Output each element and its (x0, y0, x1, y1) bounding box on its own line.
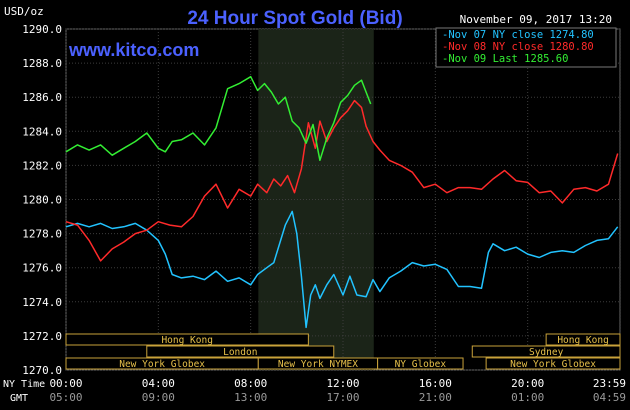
x-tick-label-ny: 04:00 (142, 377, 175, 390)
session-label: New York NYMEX (278, 359, 358, 370)
x-tick-label-gmt: 21:00 (419, 391, 452, 404)
session-label: New York Globex (119, 359, 205, 370)
x-tick-label-ny: 23:59 (593, 377, 626, 390)
x-tick-label-ny: 16:00 (419, 377, 452, 390)
series-line-2 (65, 99, 619, 262)
x-tick-label-gmt: 04:59 (593, 391, 626, 404)
y-tick-label: 1280.0 (22, 194, 62, 207)
y-tick-label: 1290.0 (22, 23, 62, 36)
x-tick-label-ny: 12:00 (326, 377, 359, 390)
x-tick-label-gmt: 13:00 (234, 391, 267, 404)
y-tick-label: 1278.0 (22, 228, 62, 241)
y-tick-label: 1272.0 (22, 330, 62, 343)
x-tick-label-ny: 20:00 (511, 377, 544, 390)
session-bar (377, 357, 464, 370)
session-shade (258, 29, 374, 370)
session-label: London (223, 347, 257, 358)
legend-box (435, 27, 617, 68)
legend-entry-3: -Nov 09 Last 1285.60 (442, 53, 568, 65)
session-bar (65, 333, 309, 346)
y-tick-label: 1270.0 (22, 364, 62, 377)
series-line-1 (65, 210, 619, 329)
website-label: www.kitco.com (68, 40, 199, 60)
legend-entry-1: -Nov 07 NY close 1274.80 (442, 29, 594, 41)
x-tick-label-gmt: 05:00 (49, 391, 82, 404)
chart-title: 24 Hour Spot Gold (Bid) (187, 8, 402, 29)
y-tick-label: 1286.0 (22, 91, 62, 104)
session-label: Sydney (529, 347, 564, 358)
session-label: Hong Kong (161, 335, 212, 346)
gmt-row-label: GMT (10, 393, 28, 404)
session-bar (146, 345, 335, 358)
x-tick-label-gmt: 09:00 (142, 391, 175, 404)
session-bar (545, 333, 621, 346)
y-tick-label: 1282.0 (22, 159, 62, 172)
session-bar (485, 357, 621, 370)
session-label: New York Globex (510, 359, 596, 370)
session-label: Hong Kong (557, 335, 608, 346)
ny-time-row-label: NY Time (3, 379, 45, 390)
x-tick-label-gmt: 01:00 (511, 391, 544, 404)
y-tick-label: 1274.0 (22, 296, 62, 309)
y-axis-label: USD/oz (4, 5, 44, 18)
x-tick-label-gmt: 17:00 (326, 391, 359, 404)
legend-entry-2: -Nov 08 NY close 1280.80 (442, 41, 594, 53)
x-tick-label-ny: 00:00 (49, 377, 82, 390)
date-label: November 09, 2017 13:20 (460, 13, 612, 26)
session-label: NY Globex (395, 359, 447, 370)
y-tick-label: 1288.0 (22, 57, 62, 70)
series-line-3 (65, 75, 372, 162)
session-bar (471, 345, 621, 358)
x-tick-label-ny: 08:00 (234, 377, 267, 390)
y-tick-label: 1284.0 (22, 125, 62, 138)
y-tick-label: 1276.0 (22, 262, 62, 275)
